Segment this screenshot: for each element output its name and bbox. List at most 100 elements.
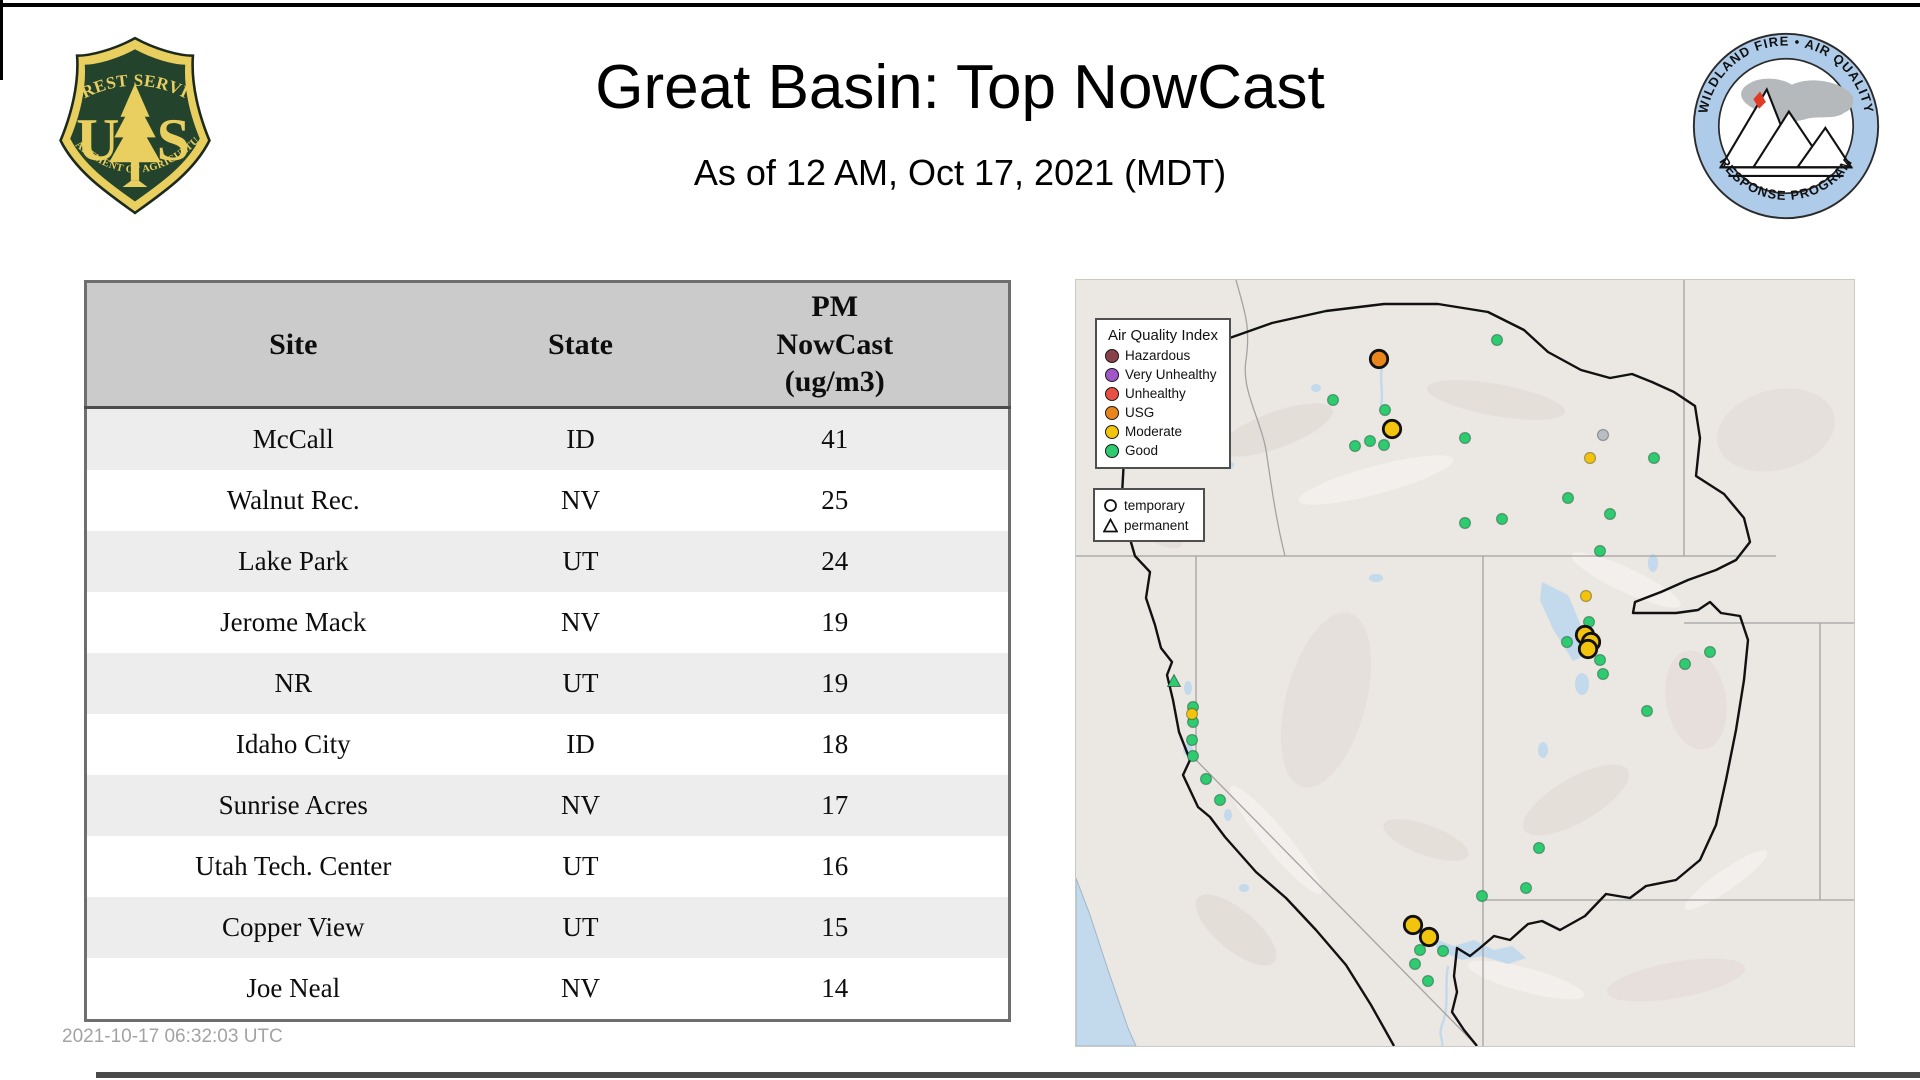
colorado-river [1439,965,1450,1046]
good-dot-icon [1105,443,1119,458]
cell-value: 16 [821,851,849,881]
cell-value: 14 [821,973,849,1003]
nowcast-table-body: McCall ID 41 Walnut Rec. NV 25 Lake Park UT 24 Je… [85,407,1010,1021]
monitor-dot-moderate [1583,451,1597,465]
aqi-legend-label: Very Unhealthy [1125,367,1217,382]
monitor-dot-good [1458,516,1472,530]
moderate-dot-icon [1105,424,1119,439]
monitor-dot-good [1593,544,1607,558]
table-row: NR UT 19 [85,653,1010,714]
permanent-monitor-triangle-good [1166,673,1182,687]
state-borders [1076,280,1854,1046]
monitor-dot-good [1593,653,1607,667]
monitor-dot-good [1348,439,1362,453]
cell-value: 25 [821,485,849,515]
cell-value: 41 [821,424,849,454]
monitor-markers [1166,333,1717,988]
legend-row-permanent: permanent [1103,515,1195,535]
top-border-line [0,3,1920,7]
table-row: McCall ID 41 [85,407,1010,470]
legend-label-permanent: permanent [1124,517,1189,533]
permanent-triangle-icon [1103,517,1118,532]
aqi-legend: Air Quality Index Hazardous Very Unhealth… [1095,318,1231,469]
table-row: Utah Tech. Center UT 16 [85,836,1010,897]
mono-lake [1239,884,1249,892]
great-salt-lake [1540,582,1588,661]
monitor-dot-good [1603,507,1617,521]
cell-site: Sunrise Acres [218,790,368,820]
column-header-pm: PM NowCast (ug/m3) [661,281,1010,409]
border-or-id [1235,280,1286,557]
monitor-dot-good [1213,793,1227,807]
generated-timestamp: 2021-10-17 06:32:03 UTC [62,1026,283,1047]
legend-label-temporary: temporary [1124,497,1185,513]
cell-value: 24 [821,546,849,576]
cell-site: Utah Tech. Center [195,851,392,881]
monitor-dot-good [1596,667,1610,681]
monitor-dot-good [1186,749,1200,763]
aqi-legend-label: USG [1125,405,1155,420]
monitor-dot-good [1561,491,1575,505]
cell-site: Idaho City [235,729,351,759]
aqi-legend-item: Good [1105,443,1221,458]
utah-lake [1575,673,1589,695]
nowcast-table-wrap: Site State PM NowCast (ug/m3) McCall ID 41… [84,280,1011,1022]
usfs-logo: FOREST SERVICE U S DEPARTMENT OF AGRICUL… [52,34,211,215]
table-row: Jerome Mack NV 19 [85,592,1010,653]
oregon-lake-3 [1311,384,1321,392]
column-header-state: State [499,281,662,409]
aqi-legend-item: USG [1105,405,1221,420]
hazardous-dot-icon [1105,348,1119,363]
walker-lake [1224,809,1232,821]
cell-state: ID [566,729,595,759]
cell-state: UT [562,668,599,698]
aqi-legend-label: Hazardous [1125,348,1191,363]
aqi-legend-label: Moderate [1125,424,1183,439]
table-header-row: Site State PM NowCast (ug/m3) [85,281,1010,409]
cell-state: NV [561,607,600,637]
great-basin-boundary [1120,302,1752,1046]
page-subtitle: As of 12 AM, Oct 17, 2021 (MDT) [693,152,1227,193]
monitor-dot-good [1408,957,1422,971]
temporary-monitor-circle-moderate [1418,926,1440,948]
pine-tree-icon [109,83,161,188]
pyramid-lake [1184,681,1192,695]
lake-mead [1432,938,1526,964]
monitor-dot-good [1495,512,1509,526]
cell-site: McCall [252,424,334,454]
monitor-dot-good [1413,943,1427,957]
monitor-dot-good [1678,657,1692,671]
temporary-circle-icon [1104,498,1117,512]
table-row: Lake Park UT 24 [85,531,1010,592]
aqi-legend-list: Hazardous Very Unhealthy Unhealthy USG Moder… [1105,348,1221,458]
cell-state: NV [561,485,600,515]
pacific-ocean [1076,877,1137,1046]
very_unhealthy-dot-icon [1105,367,1119,382]
monitor-dot-good [1199,772,1213,786]
terrain-shading [1129,380,1835,1002]
temporary-monitor-circle-moderate [1577,638,1599,660]
mountains-icon [1718,87,1854,169]
monitor-dot-moderate [1579,589,1593,603]
sevier-lake [1538,742,1548,758]
aqi-legend-item: Moderate [1105,424,1221,439]
table-row: Idaho City ID 18 [85,714,1010,775]
bottom-border-strip [96,1072,1920,1078]
fire-icon [1753,91,1766,109]
monitor-dot-good [1560,635,1574,649]
monitor-dot-good [1326,393,1340,407]
border-ca-nv-diagonal [1195,759,1478,1046]
great-basin-map: Air Quality Index Hazardous Very Unhealth… [1075,279,1855,1047]
monitor-dot-good [1532,841,1546,855]
river-north [1379,367,1384,406]
monitor-dot-moderate [1185,707,1199,721]
monitor-dot-good [1378,403,1392,417]
cell-state: NV [561,790,600,820]
cell-value: 19 [821,607,849,637]
cell-site: Walnut Rec. [226,485,360,515]
usg-dot-icon [1105,405,1119,420]
cell-site: Copper View [221,912,365,942]
monitor-dot-good [1421,974,1435,988]
aqi-legend-item: Hazardous [1105,348,1221,363]
